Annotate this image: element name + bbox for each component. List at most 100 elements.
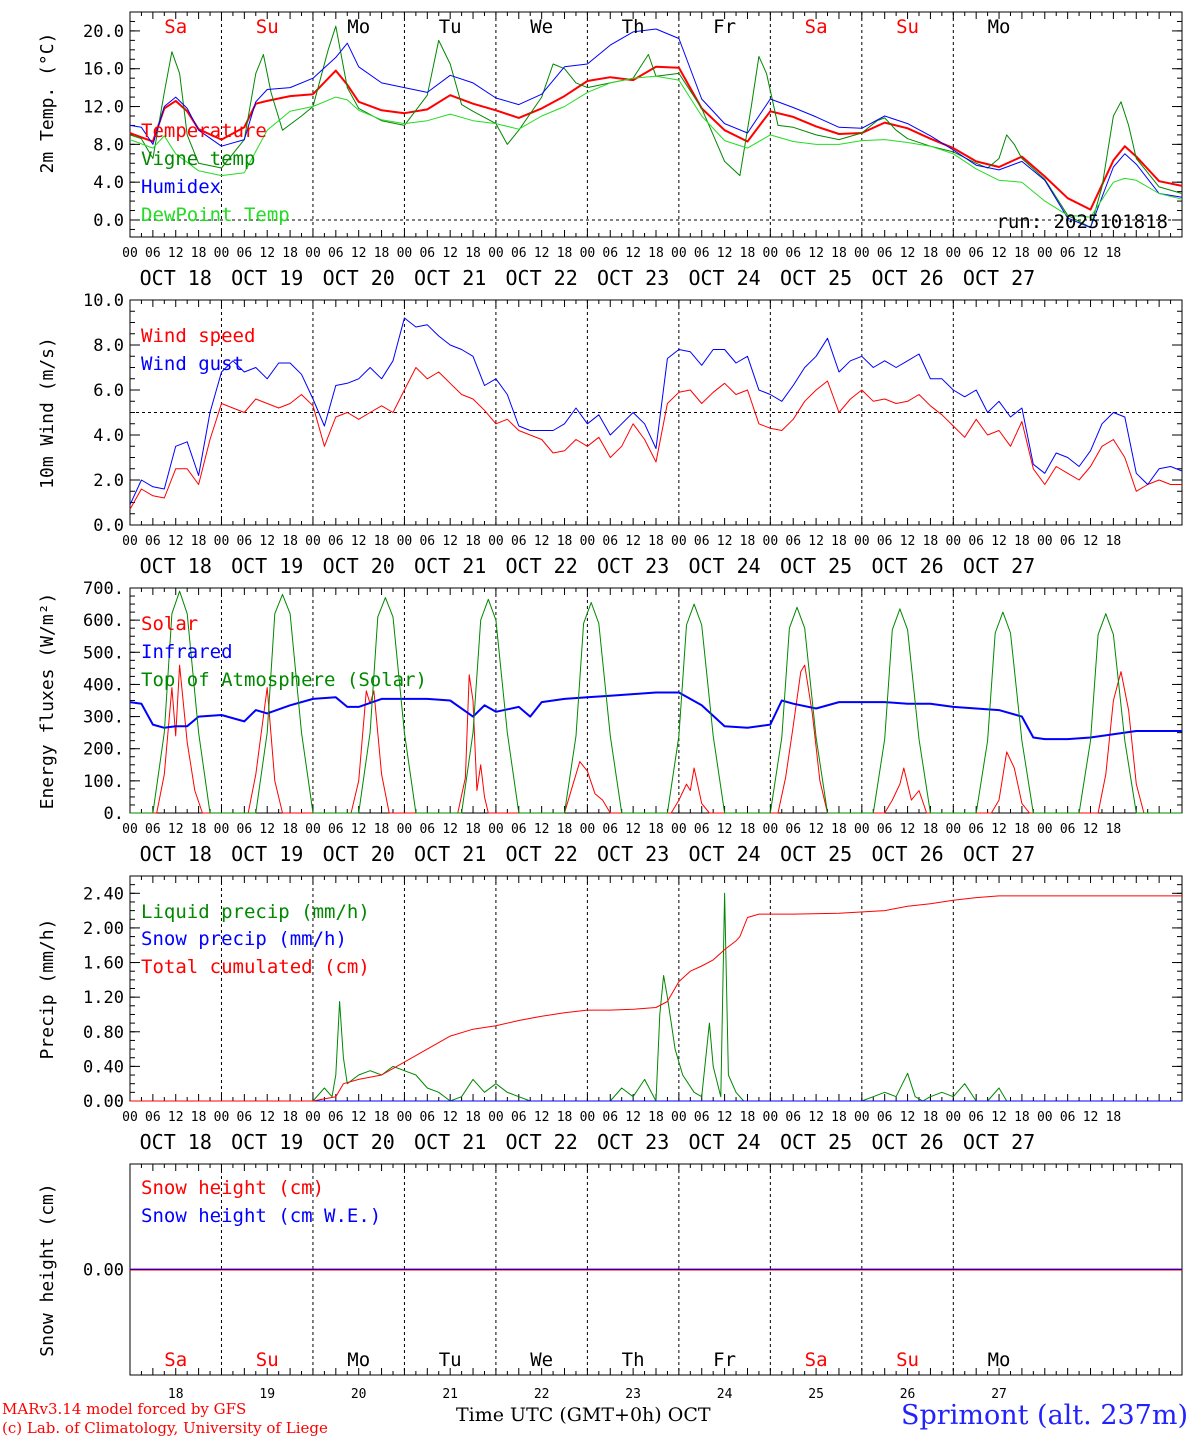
x-hour-label: 12 [442, 1110, 458, 1125]
weekday-label-bottom: Mo [347, 1349, 370, 1371]
x-hour-label: 00 [488, 1110, 504, 1125]
weekday-label-top: Su [896, 16, 919, 38]
x-date-label: OCT 23 [597, 1130, 669, 1154]
legend-entry: Vigne temp [141, 148, 255, 170]
x-axis-title: Time UTC (GMT+0h) OCT [456, 1404, 711, 1426]
x-hour-label: 06 [694, 1110, 710, 1125]
x-hour-label: 00 [214, 822, 230, 837]
x-hour-label: 06 [1060, 246, 1076, 261]
x-hour-label: 18 [923, 534, 939, 549]
x-date-label: OCT 22 [506, 1130, 578, 1154]
x-hour-label: 18 [648, 534, 664, 549]
x-hour-label: 00 [945, 246, 961, 261]
x-hour-label: 12 [625, 822, 641, 837]
x-date-label: OCT 27 [963, 1130, 1035, 1154]
x-hour-label: 06 [511, 534, 527, 549]
bottom-date-label: 23 [625, 1387, 641, 1402]
y-tick-label: 8.0 [93, 336, 124, 356]
x-hour-label: 06 [237, 534, 253, 549]
x-hour-label: 18 [1106, 1110, 1122, 1125]
bottom-date-label: 18 [168, 1387, 184, 1402]
x-hour-label: 06 [1060, 822, 1076, 837]
weekday-label-bottom: Tu [439, 1349, 462, 1371]
x-hour-label: 06 [602, 534, 618, 549]
x-date-label: OCT 19 [231, 266, 303, 290]
x-hour-label: 06 [694, 822, 710, 837]
x-hour-label: 18 [374, 534, 390, 549]
x-hour-label: 18 [1014, 246, 1030, 261]
x-hour-label: 00 [580, 246, 596, 261]
weekday-label-top: Fr [713, 16, 736, 38]
x-hour-label: 18 [191, 1110, 207, 1125]
x-hour-label: 00 [488, 246, 504, 261]
series-line-wind-gust [129, 317, 1183, 506]
x-hour-label: 18 [191, 822, 207, 837]
x-hour-label: 12 [625, 534, 641, 549]
x-hour-label: 00 [122, 534, 138, 549]
x-hour-label: 06 [328, 534, 344, 549]
x-hour-label: 00 [854, 534, 870, 549]
y-tick-label: 2.40 [83, 884, 124, 904]
y-tick-label: 0. [104, 804, 124, 824]
y-tick-label: 8.0 [93, 135, 124, 155]
x-date-label: OCT 18 [140, 842, 212, 866]
x-hour-label: 06 [145, 534, 161, 549]
x-date-label: OCT 20 [323, 1130, 395, 1154]
x-hour-label: 18 [740, 534, 756, 549]
x-hour-label: 12 [991, 534, 1007, 549]
x-hour-label: 18 [923, 822, 939, 837]
x-hour-label: 00 [397, 246, 413, 261]
weekday-label-bottom: Mo [988, 1349, 1011, 1371]
x-hour-label: 18 [831, 246, 847, 261]
x-hour-label: 12 [259, 534, 275, 549]
y-tick-label: 2.0 [93, 471, 124, 491]
x-hour-label: 00 [488, 822, 504, 837]
series-line-total-cumulated-cm- [130, 895, 1182, 1102]
legend-entry: Total cumulated (cm) [141, 956, 370, 978]
x-hour-label: 06 [602, 822, 618, 837]
x-hour-label: 12 [625, 246, 641, 261]
x-hour-label: 06 [419, 822, 435, 837]
y-axis-label: Precip (mm/h) [37, 919, 58, 1060]
x-hour-label: 00 [945, 1110, 961, 1125]
x-hour-label: 00 [763, 246, 779, 261]
x-hour-label: 00 [580, 534, 596, 549]
x-hour-label: 00 [580, 822, 596, 837]
x-date-label: OCT 26 [871, 266, 943, 290]
weekday-label-top: Th [622, 16, 645, 38]
x-hour-label: 00 [1037, 822, 1053, 837]
bottom-date-label: 21 [442, 1387, 458, 1402]
x-hour-label: 00 [854, 1110, 870, 1125]
x-date-label: OCT 22 [506, 554, 578, 578]
x-hour-label: 18 [831, 534, 847, 549]
series-line-liquid-precip-mm-h- [130, 892, 1182, 1102]
y-tick-label: 200. [83, 740, 124, 760]
x-date-label: OCT 22 [506, 842, 578, 866]
x-hour-label: 06 [785, 246, 801, 261]
x-hour-label: 06 [1060, 1110, 1076, 1125]
x-hour-label: 18 [374, 822, 390, 837]
x-hour-label: 18 [648, 246, 664, 261]
x-hour-label: 12 [534, 534, 550, 549]
weekday-label-top: Su [256, 16, 279, 38]
legend-entry: Humidex [141, 176, 221, 198]
x-date-label: OCT 24 [688, 554, 760, 578]
x-date-label: OCT 20 [323, 554, 395, 578]
weekday-label-bottom: Sa [164, 1349, 187, 1371]
y-tick-label: 1.60 [83, 954, 124, 974]
x-hour-label: 18 [557, 246, 573, 261]
x-hour-label: 06 [237, 822, 253, 837]
y-tick-label: 0.80 [83, 1023, 124, 1043]
x-hour-label: 06 [145, 822, 161, 837]
bottom-date-label: 27 [991, 1387, 1007, 1402]
x-hour-label: 06 [511, 1110, 527, 1125]
x-hour-label: 06 [145, 1110, 161, 1125]
x-hour-label: 00 [671, 246, 687, 261]
x-hour-label: 12 [991, 822, 1007, 837]
x-hour-label: 12 [625, 1110, 641, 1125]
x-date-label: OCT 18 [140, 554, 212, 578]
x-hour-label: 12 [808, 1110, 824, 1125]
x-hour-label: 00 [397, 822, 413, 837]
legend-entry: DewPoint Temp [141, 204, 290, 226]
bottom-date-label: 20 [351, 1387, 367, 1402]
